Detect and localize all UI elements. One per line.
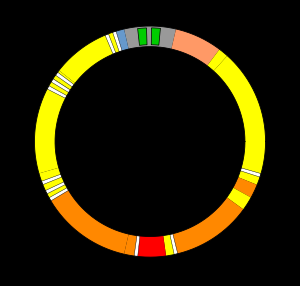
Polygon shape (136, 236, 166, 257)
Polygon shape (41, 174, 62, 185)
Polygon shape (124, 26, 176, 49)
Polygon shape (51, 79, 70, 93)
Polygon shape (46, 183, 68, 199)
Polygon shape (39, 168, 62, 183)
Polygon shape (207, 49, 227, 71)
Polygon shape (105, 34, 116, 54)
Polygon shape (171, 197, 244, 254)
Polygon shape (171, 29, 220, 66)
Polygon shape (49, 188, 68, 201)
Polygon shape (170, 234, 178, 255)
Polygon shape (240, 168, 261, 177)
Polygon shape (163, 234, 176, 256)
Polygon shape (59, 34, 114, 83)
Polygon shape (214, 56, 266, 185)
Polygon shape (56, 72, 74, 87)
Polygon shape (124, 234, 138, 256)
Polygon shape (107, 32, 121, 53)
Polygon shape (227, 188, 251, 209)
Polygon shape (151, 28, 160, 45)
Polygon shape (134, 236, 140, 257)
Polygon shape (48, 79, 70, 97)
Polygon shape (50, 189, 129, 254)
Polygon shape (42, 176, 65, 192)
Polygon shape (114, 29, 129, 51)
Polygon shape (112, 31, 122, 52)
Polygon shape (233, 177, 257, 198)
Polygon shape (34, 87, 66, 173)
Polygon shape (53, 70, 75, 90)
Polygon shape (45, 182, 65, 194)
Polygon shape (47, 86, 67, 98)
Polygon shape (124, 29, 129, 49)
Polygon shape (138, 28, 147, 45)
